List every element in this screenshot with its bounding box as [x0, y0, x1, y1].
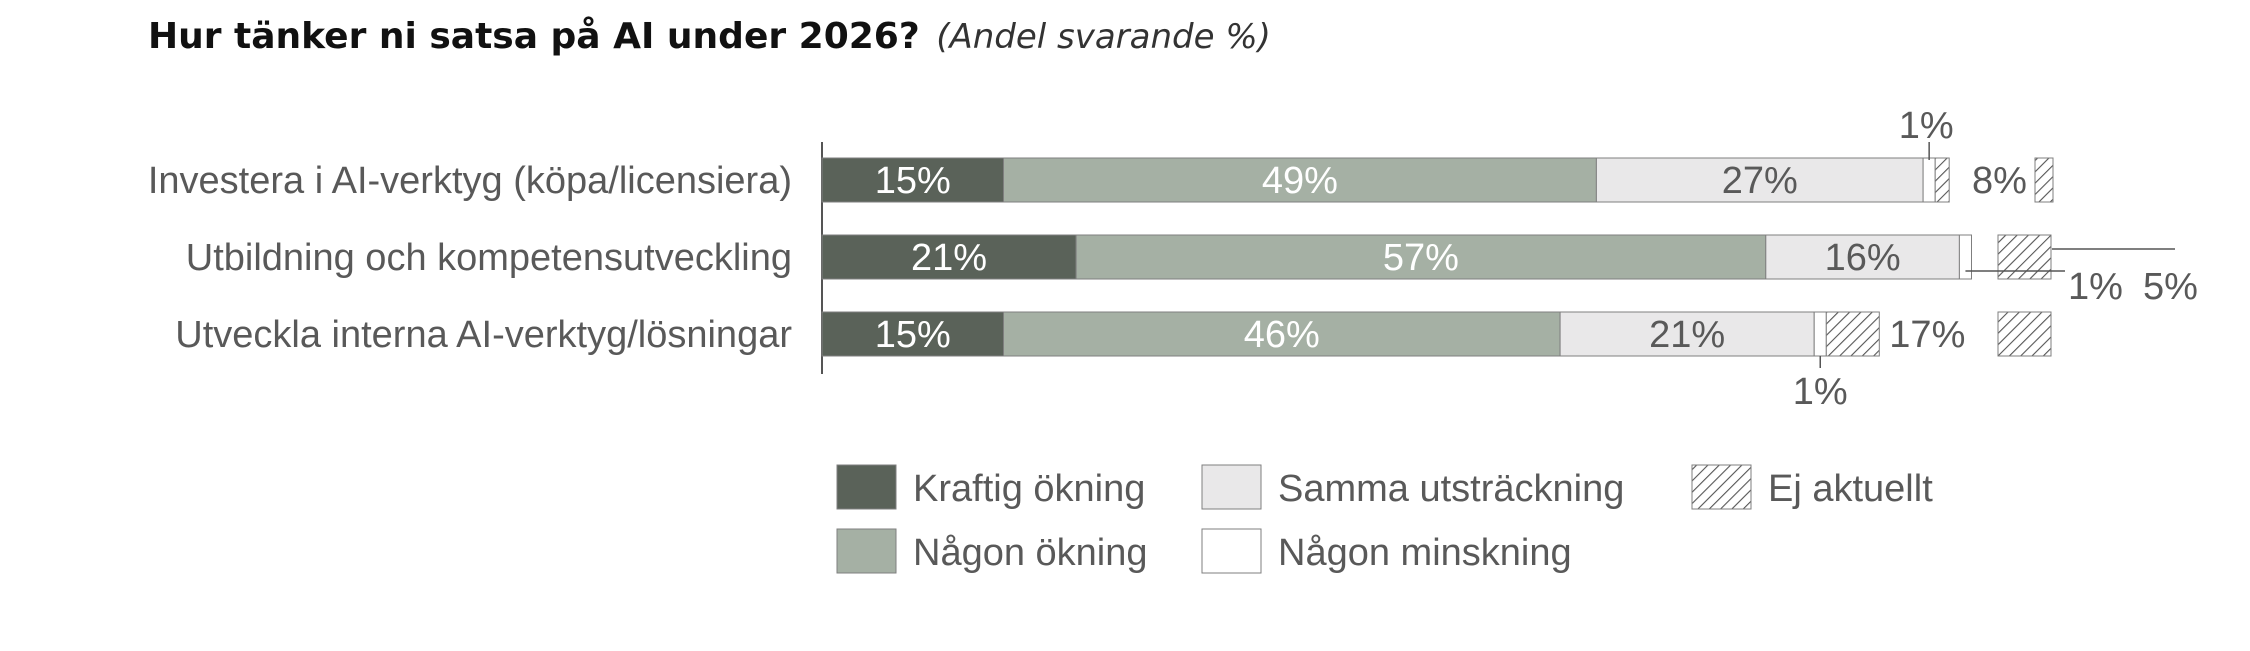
legend-label: Kraftig ökning — [913, 468, 1145, 510]
data-label: 21% — [1649, 314, 1725, 356]
chart-subtitle: (Andel svarande %) — [936, 17, 1271, 57]
legend-swatch — [836, 528, 897, 574]
data-label: 27% — [1722, 160, 1798, 202]
bar-segment — [2034, 157, 2054, 203]
data-label: 1% — [1793, 371, 1848, 413]
data-label: 21% — [911, 237, 987, 279]
bar-segment — [1958, 234, 1973, 280]
legend-label: Någon ökning — [913, 532, 1148, 574]
data-label: 57% — [1383, 237, 1459, 279]
category-label: Utbildning och kompetensutveckling — [186, 237, 792, 279]
data-label: 5% — [2143, 266, 2198, 308]
legend: Kraftig ökning Någon ökning Samma utsträck… — [836, 464, 1933, 574]
data-label: 8% — [1972, 160, 2027, 202]
legend-swatch — [1201, 464, 1262, 510]
bar-segment — [821, 234, 1077, 280]
bar-segment — [1922, 157, 1936, 203]
category-label: Investera i AI-verktyg (köpa/licensiera) — [148, 160, 792, 202]
chart-title: Hur tänker ni satsa på AI under 2026? (A… — [148, 16, 1271, 57]
bar-segment — [1559, 311, 1815, 357]
bar-segment — [1825, 311, 1880, 357]
bar-segment — [1765, 234, 1960, 280]
legend-label: Samma utsträckning — [1278, 468, 1624, 510]
legend-swatch — [836, 464, 897, 510]
data-label: 49% — [1262, 160, 1338, 202]
data-label: 17% — [1889, 314, 1965, 356]
data-label: 1% — [2068, 266, 2123, 308]
data-label: 15% — [875, 160, 951, 202]
bar-segment — [1934, 157, 1950, 203]
data-label: 46% — [1244, 314, 1320, 356]
legend-label: Ej aktuellt — [1768, 468, 1933, 510]
data-label: 1% — [1899, 105, 1954, 147]
plot-area: Investera i AI-verktyg (köpa/licensiera)… — [148, 105, 2198, 413]
chart-title-main: Hur tänker ni satsa på AI under 2026? — [148, 16, 920, 57]
legend-label: Någon minskning — [1278, 532, 1572, 574]
bar-segment — [1997, 311, 2052, 357]
category-label: Utveckla interna AI-verktyg/lösningar — [175, 314, 792, 356]
data-label: 15% — [875, 314, 951, 356]
legend-swatch — [1691, 464, 1752, 510]
bar-segment — [1003, 157, 1597, 203]
bar-segment — [1595, 157, 1924, 203]
legend-swatch — [1201, 528, 1262, 574]
bar-segment — [1813, 311, 1827, 357]
data-label: 16% — [1825, 237, 1901, 279]
bar-segment — [1997, 234, 2052, 280]
